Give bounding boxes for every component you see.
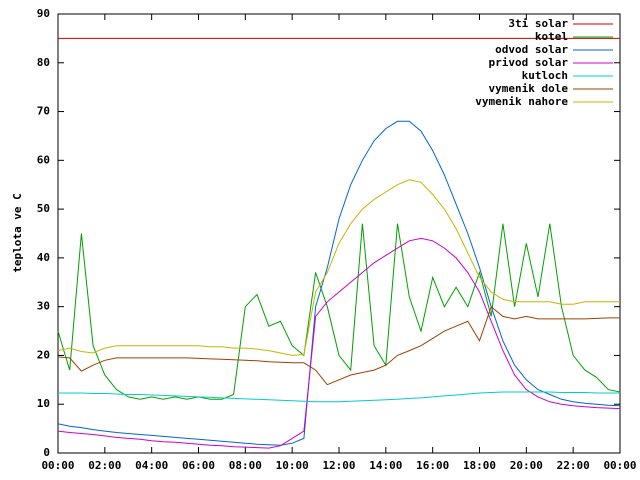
legend-label: privod solar: [489, 56, 569, 69]
x-tick-label: 02:00: [88, 459, 121, 472]
y-axis-label: teplota ve C: [11, 193, 24, 272]
series-line: [57, 179, 620, 356]
x-tick-label: 18:00: [463, 459, 496, 472]
y-tick-label: 50: [37, 202, 50, 215]
x-tick-label: 16:00: [416, 459, 449, 472]
series-line: [57, 223, 621, 400]
legend-label: 3ti solar: [508, 17, 568, 30]
x-tick-label: 10:00: [276, 459, 309, 472]
y-tick-label: 80: [37, 56, 50, 69]
legend-label: odvod solar: [495, 43, 568, 56]
legend-label: vymenik nahore: [475, 95, 568, 108]
x-tick-label: 12:00: [322, 459, 355, 472]
series-line: [57, 120, 621, 446]
y-tick-label: 60: [37, 153, 50, 166]
y-tick-label: 10: [37, 397, 50, 410]
x-tick-label: 20:00: [510, 459, 543, 472]
legend-label: kotel: [535, 30, 568, 43]
series-line: [58, 391, 620, 403]
series-line: [57, 305, 620, 386]
x-tick-label: 06:00: [182, 459, 215, 472]
y-tick-label: 70: [37, 105, 50, 118]
x-tick-label: 04:00: [135, 459, 168, 472]
series-line: [57, 237, 621, 449]
y-tick-label: 20: [37, 348, 50, 361]
x-tick-label: 22:00: [557, 459, 590, 472]
legend-label: kutloch: [522, 69, 568, 82]
y-tick-label: 30: [37, 300, 50, 313]
x-tick-label: 08:00: [229, 459, 262, 472]
y-tick-label: 0: [43, 446, 50, 459]
x-tick-label: 00:00: [603, 459, 636, 472]
y-tick-label: 90: [37, 7, 50, 20]
x-tick-label: 00:00: [41, 459, 74, 472]
x-tick-label: 14:00: [369, 459, 402, 472]
y-tick-label: 40: [37, 251, 50, 264]
legend-label: vymenik dole: [489, 82, 569, 95]
